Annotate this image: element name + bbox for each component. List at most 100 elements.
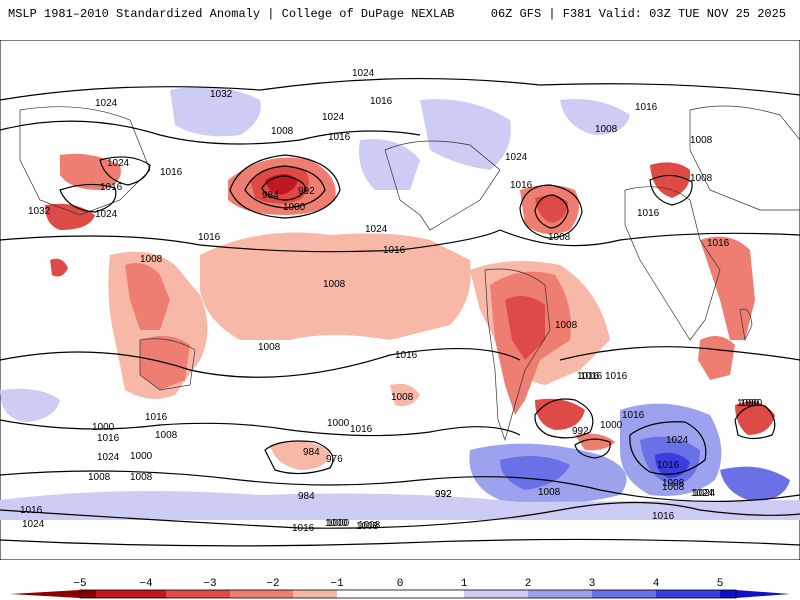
colorbar-tick: 1 <box>461 578 468 590</box>
isobar-label: 1008 <box>690 173 713 184</box>
isobar-label: 1016 <box>622 410 645 421</box>
isobar-label: 1024 <box>95 98 118 109</box>
isobar-label: 1008 <box>538 487 561 498</box>
colorbar-segment <box>656 590 720 598</box>
isobar-label: 1008 <box>548 232 571 243</box>
colorbar-tick: −2 <box>266 578 279 590</box>
isobar-label: 1008 <box>662 478 685 489</box>
isobar-label: 1016 <box>637 208 660 219</box>
colorbar-outline <box>79 589 737 599</box>
isobar-label: 1000 <box>92 422 115 433</box>
isobar-label: 1016 <box>510 180 533 191</box>
colorbar-ramp <box>10 589 790 599</box>
isobar-label: 1016 <box>580 371 603 382</box>
isobar-label: 1008 <box>595 124 618 135</box>
isobar-label: 1000 <box>130 451 153 462</box>
isobar-label: 1008 <box>555 320 578 331</box>
isobar-label: 1016 <box>328 132 351 143</box>
isobar-label: 1024 <box>107 158 130 169</box>
colorbar-tick: 0 <box>397 578 404 590</box>
colorbar-tick: −3 <box>203 578 216 590</box>
colorbar-segment <box>166 590 210 598</box>
isobar-label: 976 <box>326 454 343 465</box>
isobar-labels: 1024 1032 1016 1024 1024 1008 1016 1016 … <box>20 68 763 534</box>
isobar-label: 1024 <box>97 452 120 463</box>
isobar-label: 1008 <box>271 126 294 137</box>
isobar-label: 1024 <box>22 519 45 530</box>
isobar-label: 1016 <box>20 505 43 516</box>
anomaly-region <box>535 398 585 430</box>
isobar-label: 1008 <box>662 482 685 493</box>
colorbar-segment <box>592 590 656 598</box>
header-bar: MSLP 1981–2010 Standardized Anomaly | Co… <box>0 0 800 30</box>
colorbar-segment <box>273 590 293 598</box>
anomaly-region <box>270 441 330 470</box>
colorbar-segment <box>146 590 166 598</box>
isobar-label: 1000 <box>327 418 350 429</box>
isobar-label: 1024 <box>505 152 528 163</box>
anomaly-region <box>390 383 420 407</box>
isobar-label: 1016 <box>577 371 600 382</box>
isobar-label: 1008 <box>88 472 111 483</box>
isobar-label: 1008 <box>323 279 346 290</box>
isobar-label: 1016 <box>292 523 315 534</box>
colorbar-segment <box>528 590 592 598</box>
anomaly-region <box>700 236 755 340</box>
isobar-label: 992 <box>572 426 589 437</box>
colorbar-tick: −5 <box>73 578 86 590</box>
isobar-label: 1008 <box>356 521 379 532</box>
isobar-label: 1032 <box>28 206 51 217</box>
isobar-label: 1008 <box>358 520 381 531</box>
isobar-label: 1000 <box>325 518 348 529</box>
colorbar-segment <box>736 590 790 598</box>
isobar-label: 1008 <box>140 254 163 265</box>
model-run-info: 06Z GFS | F381 Valid: 03Z TUE NOV 25 202… <box>490 7 786 21</box>
isobar-label: 1008 <box>690 135 713 146</box>
anomaly-region <box>655 452 690 478</box>
colorbar-segment <box>10 590 80 598</box>
isobar-label: 1008 <box>391 392 414 403</box>
anomaly-region <box>170 86 261 137</box>
colorbar-segment <box>337 590 464 598</box>
colorbar-tick: 2 <box>525 578 532 590</box>
mslp-anomaly-map: 1024 1032 1016 1024 1024 1008 1016 1016 … <box>0 40 800 560</box>
anomaly-region <box>50 258 68 277</box>
anomaly-region <box>505 296 545 360</box>
anomaly-region <box>575 433 615 451</box>
isobar-label: 1016 <box>350 424 373 435</box>
isobar-label: 1008 <box>258 342 281 353</box>
isobar-label: 992 <box>435 489 452 500</box>
colorbar-segment <box>293 590 337 598</box>
isobar-label: 1016 <box>605 371 628 382</box>
colorbar-segment <box>464 590 528 598</box>
isobar-label: 1024 <box>666 435 689 446</box>
colorbar-tick: −1 <box>330 578 344 590</box>
isobar-label: 1016 <box>370 96 393 107</box>
isobar-label: 1016 <box>707 238 730 249</box>
isobar-label: 1024 <box>693 488 716 499</box>
map-title: MSLP 1981–2010 Standardized Anomaly | Co… <box>8 7 455 21</box>
anomaly-region <box>560 99 630 135</box>
anomaly-region <box>200 232 471 340</box>
colorbar-segment <box>720 590 736 598</box>
isobar-label: 992 <box>298 186 315 197</box>
colorbar-ticks: −5 −4 −3 −2 −1 0 1 2 3 4 5 <box>73 578 723 590</box>
anomaly-region <box>720 466 790 502</box>
isobar-contours <box>0 77 800 547</box>
isobar-label: 1016 <box>198 232 221 243</box>
colorbar-tick: 3 <box>589 578 596 590</box>
colorbar-tick: 4 <box>653 578 660 590</box>
isobar-label: 1000 <box>600 420 623 431</box>
isobar-label: 1024 <box>95 209 118 220</box>
isobar-label: 1024 <box>365 224 388 235</box>
colorbar-tick: 5 <box>717 578 724 590</box>
anomaly-region <box>0 388 60 422</box>
isobar-label: 1000 <box>283 202 306 213</box>
anomaly-region <box>698 336 735 380</box>
colorbar-segment <box>230 590 273 598</box>
isobar-label: 1024 <box>322 112 345 123</box>
isobar-label: 1016 <box>635 102 658 113</box>
anomaly-region <box>60 153 121 190</box>
isobar-label: 1000 <box>327 518 350 529</box>
isobar-label: 1024 <box>691 488 714 499</box>
